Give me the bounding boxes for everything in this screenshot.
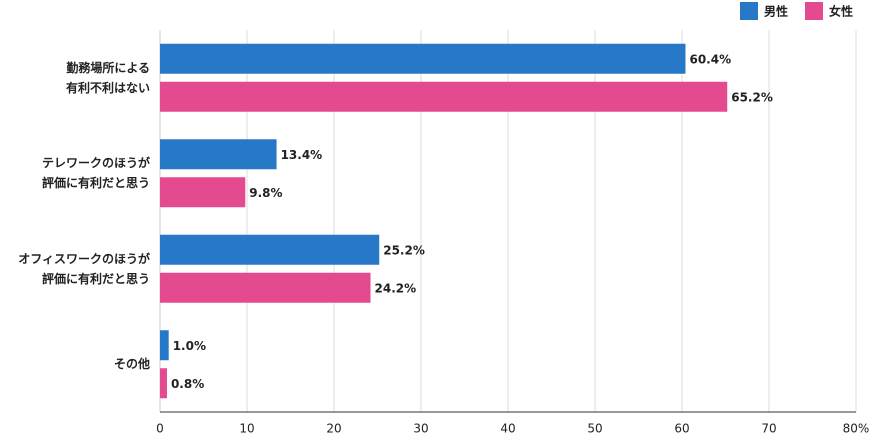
bar xyxy=(160,43,686,74)
bar xyxy=(160,139,277,170)
y-tick-label: 勤務場所による 有利不利はない xyxy=(65,60,150,95)
legend-label: 女性 xyxy=(829,4,853,19)
value-label: 9.8% xyxy=(249,186,282,200)
bar xyxy=(160,368,167,399)
x-tick-label: 20 xyxy=(326,422,341,436)
value-label: 65.2% xyxy=(731,90,773,104)
bar xyxy=(160,272,371,303)
value-label: 60.4% xyxy=(689,52,731,66)
value-label: 1.0% xyxy=(173,339,206,353)
y-tick-label: その他 xyxy=(113,357,150,372)
legend-swatch xyxy=(740,2,758,20)
x-tick-label: 70 xyxy=(761,422,776,436)
x-tick-label: 0 xyxy=(156,422,164,436)
value-label: 24.2% xyxy=(375,281,417,295)
legend-swatch xyxy=(805,2,823,20)
x-tick-label: 60 xyxy=(674,422,689,436)
x-tick-label: 80% xyxy=(843,422,870,436)
value-label: 25.2% xyxy=(383,243,425,257)
value-label: 13.4% xyxy=(281,148,323,162)
value-label: 0.8% xyxy=(171,377,204,391)
y-tick-label: オフィスワークのほうが 評価に有利だと思う xyxy=(18,251,150,286)
bar xyxy=(160,234,380,265)
legend-label: 男性 xyxy=(764,4,788,19)
bar xyxy=(160,81,728,112)
bar xyxy=(160,177,246,208)
x-tick-label: 50 xyxy=(587,422,602,436)
y-tick-label: テレワークのほうが 評価に有利だと思う xyxy=(41,156,150,191)
x-tick-label: 10 xyxy=(239,422,254,436)
x-tick-label: 40 xyxy=(500,422,515,436)
bar xyxy=(160,330,169,361)
x-tick-label: 30 xyxy=(413,422,428,436)
